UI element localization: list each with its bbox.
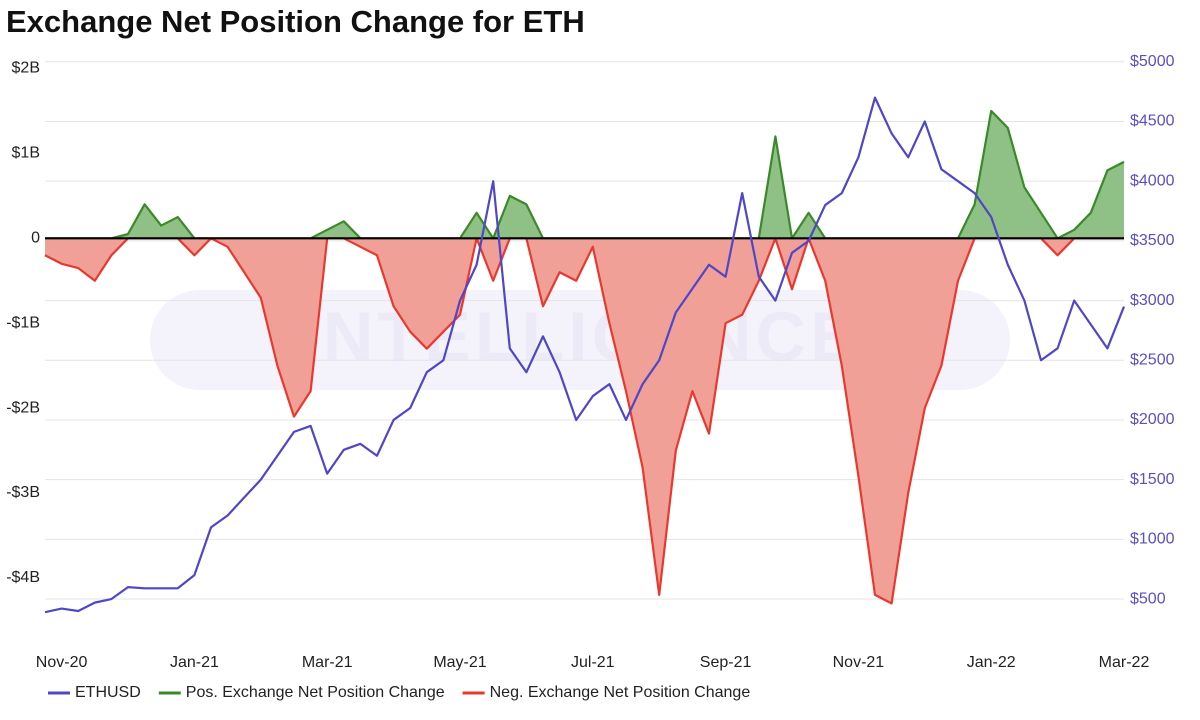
watermark-badge [150,290,1010,390]
y-tick-label: $2B [12,60,40,77]
x-tick-label: Nov-21 [833,654,885,671]
area-fill [45,110,1124,239]
area-fill [45,238,1124,604]
x-tick-label: Mar-21 [302,654,353,671]
x-tick-label: May-21 [433,654,486,671]
y2-tick-label: $4500 [1130,113,1175,130]
y2-tick-label: $1000 [1130,531,1175,548]
x-tick-label: Jan-22 [967,654,1016,671]
y2-tick-label: $1500 [1130,471,1175,488]
chart-title: Exchange Net Position Change for ETH [6,4,585,39]
y-tick-label: -$4B [6,569,40,586]
x-tick-label: Sep-21 [700,654,752,671]
y2-tick-label: $3500 [1130,232,1175,249]
y-tick-label: -$3B [6,484,40,501]
y-tick-label: -$1B [6,314,40,331]
legend-label: Pos. Exchange Net Position Change [186,684,445,701]
x-tick-label: Jul-21 [571,654,615,671]
price-line [44,96,1126,614]
area-line [44,237,1124,605]
legend-label: Neg. Exchange Net Position Change [490,684,751,701]
y-tick-label: 0 [31,230,40,247]
y2-tick-label: $3000 [1130,292,1175,309]
y2-tick-label: $500 [1130,590,1166,607]
x-tick-label: Mar-22 [1099,654,1150,671]
y-tick-label: -$2B [6,399,40,416]
x-tick-label: Nov-20 [36,654,88,671]
x-tick-label: Jan-21 [170,654,219,671]
y-tick-label: $1B [12,145,40,162]
legend-label: ETHUSD [75,684,141,701]
y2-tick-label: $2000 [1130,411,1175,428]
y2-tick-label: $2500 [1130,351,1175,368]
area-line [45,109,1125,240]
watermark: INTELLIGENCE [299,297,860,375]
y2-tick-label: $4000 [1130,172,1175,189]
y2-tick-label: $5000 [1130,53,1175,70]
